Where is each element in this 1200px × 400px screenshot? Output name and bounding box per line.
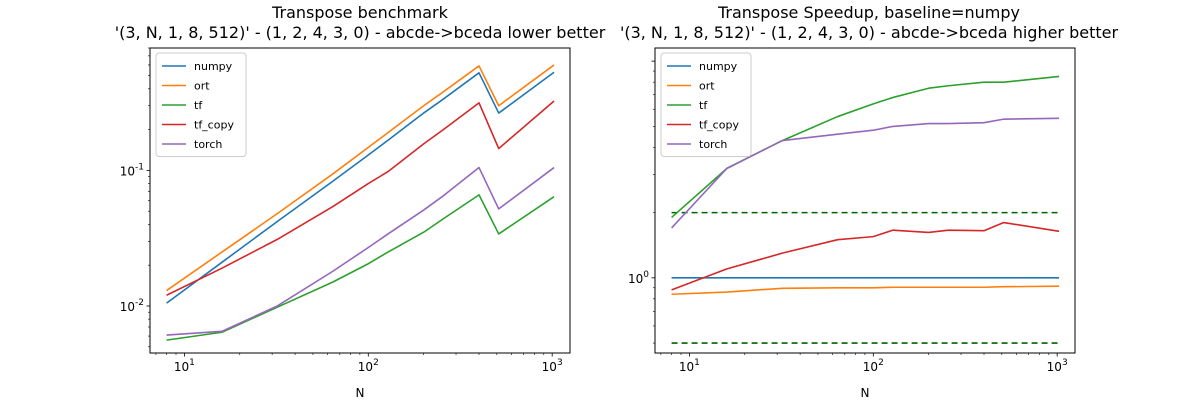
x-axis-label: N [356,386,365,400]
plot-area [166,64,555,341]
legend-label-torch: torch [194,138,222,151]
series-line-ort [166,64,555,292]
chart-title-line-1: Transpose Speedup, baseline=numpy [717,3,1020,22]
series-line-ort [671,285,1060,296]
legend-label-torch: torch [699,138,727,151]
series-line-tf-copy [671,221,1060,291]
legend-label-numpy: numpy [699,60,738,73]
legend-label-numpy: numpy [194,60,233,73]
series-line-tf [166,194,555,341]
benchmark-chart: Transpose benchmark'(3, N, 1, 8, 512)' -… [115,3,606,400]
speedup-chart: Transpose Speedup, baseline=numpy'(3, N,… [620,3,1119,400]
legend-label-ort: ort [194,80,210,93]
y-tick-label: 100 [628,270,649,286]
plot-area [670,75,1060,344]
x-axis-label: N [861,386,870,400]
chart-title-line-2: '(3, N, 1, 8, 512)' - (1, 2, 4, 3, 0) - … [115,23,606,42]
series-line-torch [166,166,555,336]
x-tick-label: 102 [358,358,379,374]
legend-label-tf-copy: tf_copy [194,119,234,132]
legend-label-tf-copy: tf_copy [699,119,739,132]
chart-title-line-1: Transpose benchmark [271,3,449,22]
x-tick-label: 103 [1047,358,1068,374]
legend-label-ort: ort [699,80,715,93]
series-line-tf-copy [166,100,555,296]
legend-label-tf: tf [194,99,203,112]
legend-box [155,52,247,157]
y-tick-label: 10-2 [120,298,144,314]
x-tick-label: 101 [679,358,700,374]
chart-title-line-2: '(3, N, 1, 8, 512)' - (1, 2, 4, 3, 0) - … [620,23,1119,42]
series-line-torch [670,117,1060,229]
x-tick-label: 101 [174,358,195,374]
x-tick-label: 103 [542,358,563,374]
series-line-numpy [166,71,555,304]
legend-box [660,52,752,157]
y-tick-label: 10-1 [120,162,144,178]
x-tick-label: 102 [863,358,884,374]
legend-label-tf: tf [699,99,708,112]
